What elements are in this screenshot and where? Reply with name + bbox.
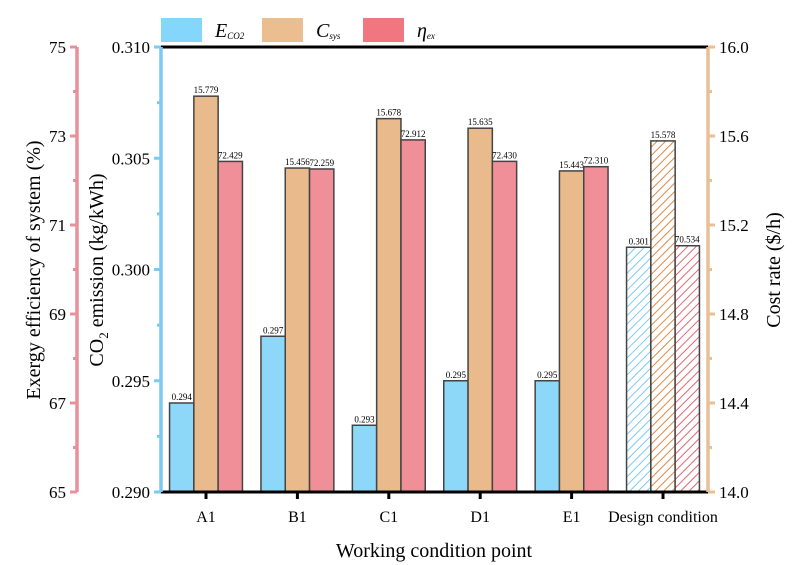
axes-layer: A1 B1 C1 D1 E1 Design condition 65 67 69 71 73 75 0.… [49, 38, 749, 526]
bar-sys-Design-condition [650, 140, 676, 493]
bar-CO2-A1 [168, 402, 195, 493]
legend-swatch-CO2 [161, 18, 202, 42]
data-label: 0.297 [263, 325, 284, 335]
cost-tick-label: 16.0 [719, 38, 749, 57]
eta-tick-label: 65 [49, 483, 66, 502]
legend-label-CO2: ECO2 [214, 20, 245, 42]
bar-sys-C1 [375, 117, 402, 493]
bar-ex-C1 [400, 139, 427, 493]
data-label: 0.295 [446, 370, 467, 380]
cost-tick-label: 15.2 [719, 216, 749, 235]
data-label: 15.678 [376, 108, 401, 118]
bar-ex-E1 [583, 165, 609, 493]
bar-sys-D1 [467, 127, 494, 493]
cost-axis-title: Cost rate ($/h) [763, 212, 785, 328]
x-tick-label: A1 [196, 509, 216, 526]
cost-tick-label: 14.4 [719, 394, 749, 413]
legend-swatch-ex [363, 18, 404, 42]
data-label: 15.779 [194, 85, 219, 95]
data-label: 15.443 [559, 160, 584, 170]
co2-axis-title: CO2 emission (kg/kWh) [86, 173, 111, 366]
legend-swatch-sys [262, 18, 303, 42]
bar-ex-B1 [308, 168, 335, 493]
x-tick-label: C1 [379, 509, 398, 526]
data-label: 15.578 [651, 130, 676, 140]
eta-tick-label: 73 [49, 127, 66, 146]
data-label: 0.301 [629, 236, 649, 246]
bar-sys-B1 [284, 167, 311, 493]
x-tick-label: B1 [288, 509, 307, 526]
x-tick-label: E1 [563, 509, 581, 526]
cost-tick-label: 14.0 [719, 483, 749, 502]
bar-CO2-E1 [534, 380, 561, 493]
bar-CO2-C1 [351, 424, 378, 493]
cost-tick-label: 14.8 [719, 305, 749, 324]
bar-sys-E1 [558, 170, 585, 493]
cost-tick-label: 15.6 [719, 127, 749, 146]
co2-tick-label: 0.295 [112, 372, 150, 391]
bar-ex-Design-condition [674, 244, 701, 493]
eta-tick-label: 67 [49, 394, 67, 413]
data-label: 72.310 [584, 156, 609, 166]
x-tick-label: D1 [470, 509, 490, 526]
eta-tick-label: 71 [49, 216, 66, 235]
data-label: 0.295 [537, 370, 558, 380]
co2-tick-label: 0.290 [112, 483, 150, 502]
data-label: 72.430 [492, 150, 517, 160]
bar-sys-A1 [193, 95, 219, 493]
bar-CO2-Design-condition [625, 246, 652, 493]
bar-CO2-B1 [260, 335, 287, 493]
data-label: 72.429 [218, 150, 243, 160]
bars-layer: 0.294 15.779 72.429 0.297 15.456 72.259 0.293 1… [168, 85, 701, 493]
bar-CO2-D1 [443, 380, 469, 493]
legend-label-ex: ηex [417, 20, 435, 42]
data-label: 15.635 [468, 117, 493, 127]
data-label: 72.259 [309, 158, 334, 168]
data-label: 15.456 [285, 157, 310, 167]
co2-tick-label: 0.305 [112, 149, 150, 168]
x-axis-title: Working condition point [336, 540, 533, 562]
data-label: 70.534 [675, 235, 700, 245]
legend: ECO2 Csys ηex [161, 18, 435, 42]
eta-tick-label: 75 [49, 38, 66, 57]
data-label: 72.912 [401, 129, 426, 139]
eta-axis-title: Exergy efficiency of system (%) [23, 140, 45, 399]
data-label: 0.293 [354, 414, 375, 424]
bar-ex-D1 [491, 160, 518, 493]
co2-tick-label: 0.300 [112, 261, 150, 280]
co2-tick-label: 0.310 [112, 38, 150, 57]
data-label: 0.294 [172, 392, 193, 402]
legend-label-sys: Csys [316, 20, 341, 42]
bar-ex-A1 [217, 160, 244, 493]
x-tick-label: Design condition [608, 509, 718, 526]
eta-tick-label: 69 [49, 305, 66, 324]
